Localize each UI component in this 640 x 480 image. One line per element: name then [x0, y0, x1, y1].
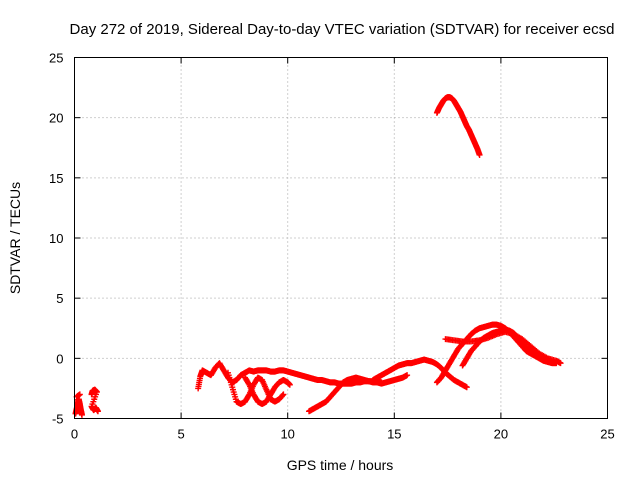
- y-axis-label: SDTVAR / TECUs: [7, 182, 23, 294]
- series-arc-1: [72, 391, 85, 418]
- series-arc-10: [459, 326, 539, 369]
- data-point: [404, 372, 411, 379]
- y-tick-labels: -5 0 5 10 15 20 25: [49, 51, 63, 427]
- x-tick-label: 0: [71, 427, 78, 442]
- x-tick-label: 5: [177, 427, 184, 442]
- data-point: [286, 381, 293, 388]
- data-point: [279, 392, 286, 399]
- data-point: [532, 350, 539, 357]
- y-tick-label: 20: [49, 111, 63, 126]
- data-point: [76, 391, 83, 398]
- data-marks: [72, 94, 564, 418]
- y-tick-label: -5: [52, 412, 64, 427]
- x-axis-label: GPS time / hours: [287, 457, 394, 473]
- axis-ticks: [74, 57, 608, 419]
- data-point: [76, 402, 83, 409]
- data-point: [77, 405, 84, 412]
- data-point: [78, 411, 85, 418]
- x-tick-label: 20: [494, 427, 508, 442]
- grid: [74, 57, 608, 419]
- plot-frame: [74, 57, 608, 419]
- data-point: [280, 391, 287, 398]
- x-tick-label: 15: [387, 427, 401, 442]
- series-arc-6: [306, 372, 411, 415]
- series-arc-11: [433, 94, 483, 158]
- x-tick-label: 25: [600, 427, 614, 442]
- chart-title: Day 272 of 2019, Sidereal Day-to-day VTE…: [70, 21, 615, 38]
- series-arc-5: [242, 374, 293, 408]
- y-tick-label: 0: [56, 351, 63, 366]
- y-tick-label: 5: [56, 291, 63, 306]
- series-arc-4: [225, 369, 287, 408]
- data-point: [94, 408, 101, 415]
- x-tick-label: 10: [280, 427, 294, 442]
- data-point: [463, 384, 470, 391]
- y-tick-label: 15: [49, 171, 63, 186]
- y-tick-label: 10: [49, 231, 63, 246]
- series-arc-2: [88, 386, 101, 415]
- data-point: [476, 151, 483, 158]
- data-point: [78, 408, 85, 415]
- data-point: [557, 360, 564, 367]
- x-tick-labels: 0 5 10 15 20 25: [71, 427, 615, 442]
- y-tick-label: 25: [49, 51, 63, 66]
- data-point: [75, 399, 82, 406]
